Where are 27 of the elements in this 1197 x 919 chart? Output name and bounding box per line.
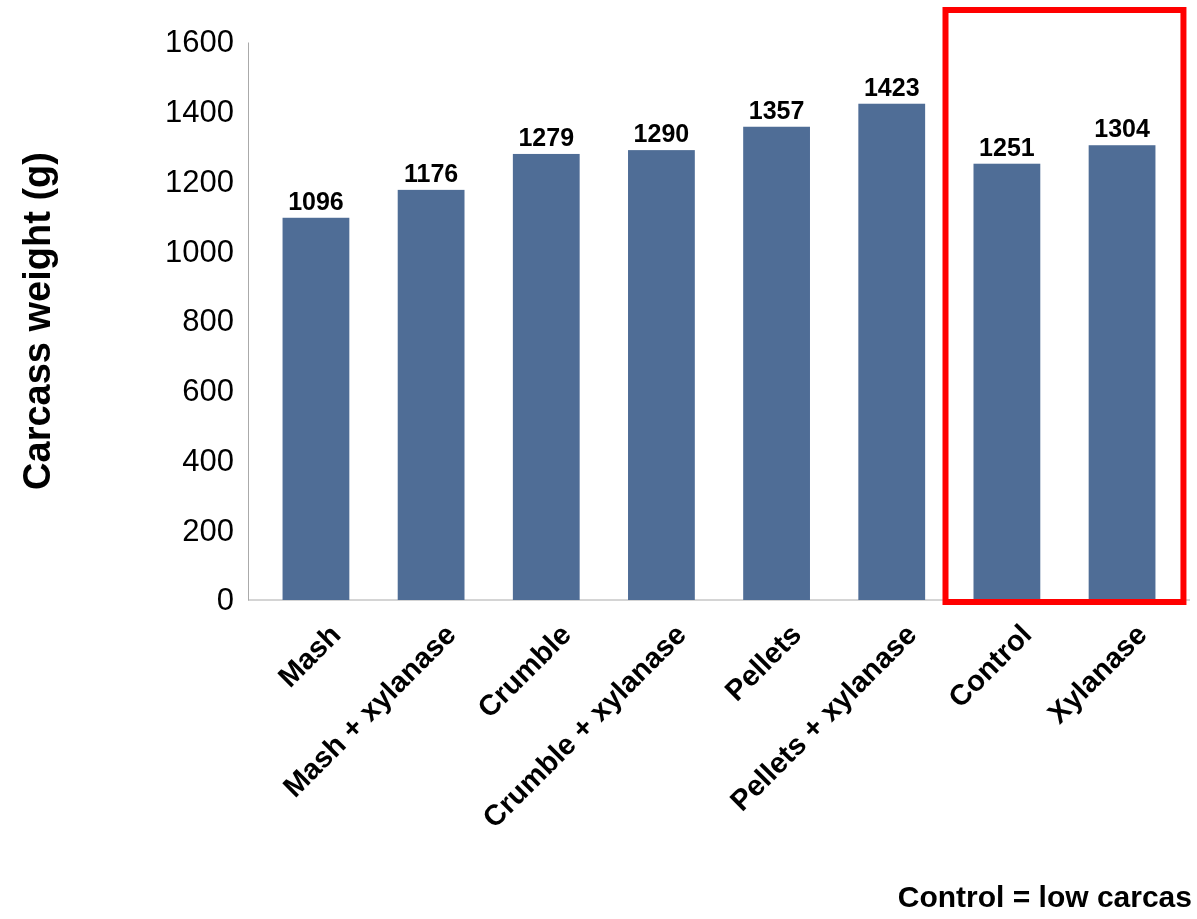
y-axis-title: Carcass weight (g)	[16, 152, 58, 490]
y-tick-label: 600	[182, 373, 234, 409]
y-tick-label: 400	[182, 442, 234, 478]
bar	[743, 126, 810, 600]
bar	[397, 189, 465, 600]
data-label: 1304	[1094, 114, 1150, 143]
bar	[973, 163, 1041, 600]
bar	[512, 153, 580, 600]
y-tick-label: 1600	[165, 24, 234, 60]
y-tick-label: 1400	[165, 94, 234, 130]
y-tick-label: 1000	[165, 233, 234, 269]
bar	[282, 217, 350, 600]
data-label: 1290	[633, 119, 690, 148]
data-label: 1279	[518, 122, 575, 151]
y-tick-label: 800	[182, 303, 234, 339]
y-tick-label: 0	[216, 582, 234, 618]
bar	[1088, 145, 1156, 600]
text: Control = low carcas	[897, 880, 1192, 913]
y-tick-label: 200	[182, 512, 234, 548]
bar	[858, 103, 926, 600]
data-label: 1357	[748, 95, 805, 124]
data-label: 1251	[979, 132, 1035, 161]
data-label: 1176	[403, 158, 459, 187]
bar	[628, 150, 695, 600]
data-label: 1096	[288, 186, 344, 215]
y-tick-label: 1200	[165, 163, 234, 199]
data-label: 1423	[863, 72, 920, 101]
